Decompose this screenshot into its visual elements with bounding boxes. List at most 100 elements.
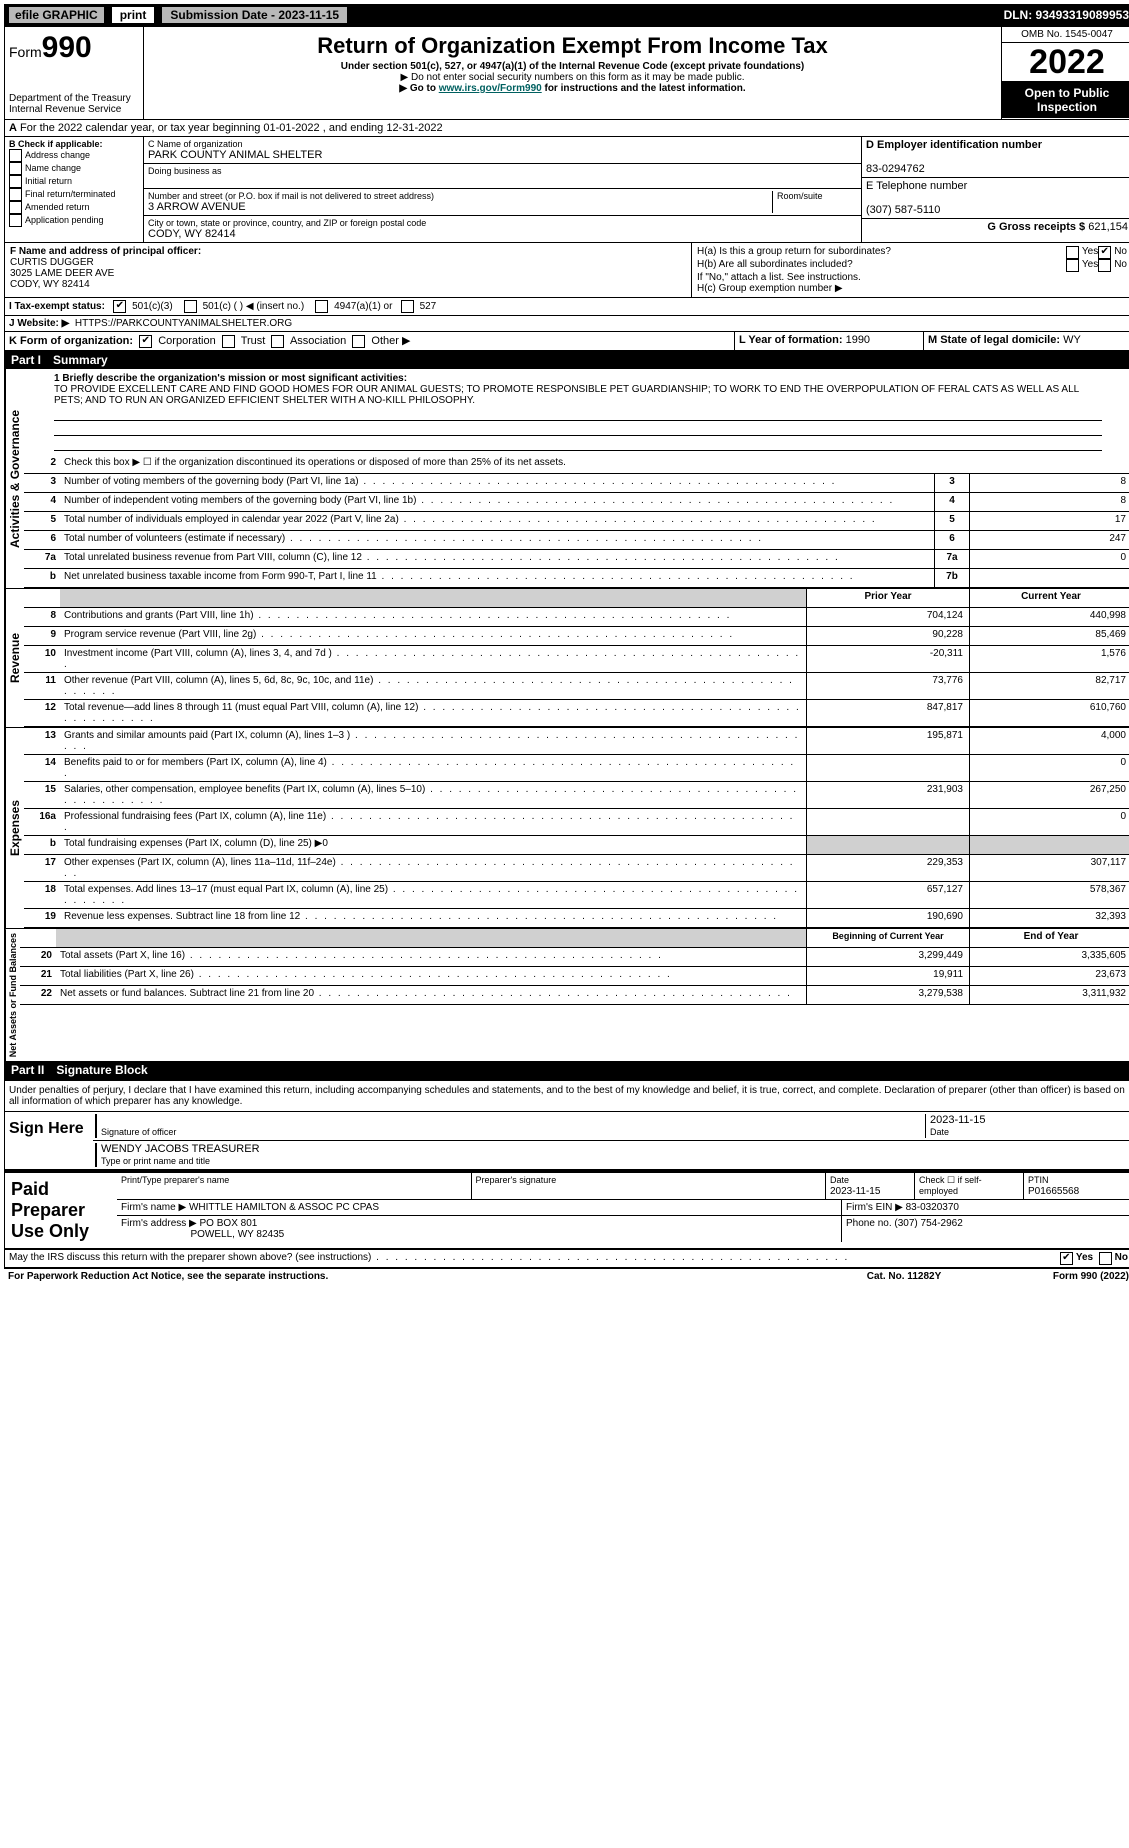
opt-other: Other ▶ (371, 335, 410, 347)
ha-yes[interactable] (1066, 246, 1079, 259)
firm-label: Firm's name ▶ (121, 1202, 186, 1213)
p18: 657,127 (806, 882, 969, 908)
val7b (969, 569, 1129, 587)
sign-here-label: Sign Here (5, 1112, 93, 1169)
hb-no[interactable] (1098, 259, 1111, 272)
website-value: HTTPS://PARKCOUNTYANIMALSHELTER.ORG (75, 318, 292, 329)
chk-501c3[interactable] (113, 300, 126, 313)
form-footer-year: (2022) (1097, 1271, 1129, 1282)
val5: 17 (969, 512, 1129, 530)
line11: Other revenue (Part VIII, column (A), li… (64, 675, 373, 686)
line14: Benefits paid to or for members (Part IX… (64, 757, 327, 768)
hc-label: H(c) Group exemption number ▶ (697, 283, 1127, 294)
part2-title: Signature Block (56, 1063, 147, 1077)
chk-final[interactable] (9, 188, 22, 201)
prep-sig-hdr: Preparer's signature (476, 1175, 557, 1185)
mission-label: 1 Briefly describe the organization's mi… (54, 373, 407, 384)
c17: 307,117 (969, 855, 1129, 881)
tax-year: 2022 (1002, 43, 1129, 82)
line16a: Professional fundraising fees (Part IX, … (64, 811, 326, 822)
efile-badge: efile GRAPHIC (8, 6, 105, 24)
submission-date: Submission Date - 2023-11-15 (161, 6, 348, 24)
discuss-yes[interactable] (1060, 1252, 1073, 1265)
c11: 82,717 (969, 673, 1129, 699)
line9: Program service revenue (Part VIII, line… (64, 629, 256, 640)
hb-yes[interactable] (1066, 259, 1079, 272)
chk-name[interactable] (9, 162, 22, 175)
chk-trust[interactable] (222, 335, 235, 348)
city-value: CODY, WY 82414 (148, 228, 857, 240)
pra-notice: For Paperwork Reduction Act Notice, see … (8, 1271, 829, 1282)
c18: 578,367 (969, 882, 1129, 908)
chk-527[interactable] (401, 300, 414, 313)
officer-name: CURTIS DUGGER (10, 257, 94, 268)
c20: 3,335,605 (969, 948, 1129, 966)
discuss-q: May the IRS discuss this return with the… (9, 1252, 371, 1263)
box-c: C Name of organization PARK COUNTY ANIMA… (144, 137, 861, 242)
box-b: B Check if applicable: Address change Na… (5, 137, 144, 242)
chk-501c[interactable] (184, 300, 197, 313)
website-label: J Website: ▶ (9, 318, 69, 329)
chk-address[interactable] (9, 149, 22, 162)
discuss-no[interactable] (1099, 1252, 1112, 1265)
c14: 0 (969, 755, 1129, 781)
side-expenses: Expenses (5, 728, 24, 928)
dln-number: DLN: 93493319089953 (1004, 8, 1129, 22)
opt-4947: 4947(a)(1) or (334, 301, 392, 312)
lbl-final: Final return/terminated (25, 189, 116, 199)
goto-post: for instructions and the latest informat… (542, 83, 746, 94)
side-governance: Activities & Governance (5, 369, 24, 588)
p10: -20,311 (806, 646, 969, 672)
discuss-yes-lbl: Yes (1076, 1252, 1093, 1265)
lbl-address: Address change (25, 150, 90, 160)
chk-assoc[interactable] (271, 335, 284, 348)
line2: Check this box ▶ ☐ if the organization d… (60, 455, 1129, 473)
ha-no[interactable] (1098, 246, 1111, 259)
irs-link[interactable]: www.irs.gov/Form990 (439, 83, 542, 94)
p22: 3,279,538 (806, 986, 969, 1004)
c22: 3,311,932 (969, 986, 1129, 1004)
p14 (806, 755, 969, 781)
domicile: WY (1063, 334, 1081, 346)
box-deg: D Employer identification number 83-0294… (861, 137, 1129, 242)
firm-phone-label: Phone no. (846, 1218, 892, 1229)
org-name-label: C Name of organization (148, 139, 857, 149)
room-label: Room/suite (772, 191, 857, 213)
firm-ein: 83-0320370 (906, 1202, 959, 1213)
hdr-begin: Beginning of Current Year (806, 929, 969, 947)
chk-4947[interactable] (315, 300, 328, 313)
c12: 610,760 (969, 700, 1129, 726)
efile-topbar: efile GRAPHIC print Submission Date - 20… (4, 4, 1129, 26)
print-button[interactable]: print (111, 6, 156, 24)
chk-pending[interactable] (9, 214, 22, 227)
paid-label: Paid Preparer Use Only (5, 1173, 117, 1248)
line4: Number of independent voting members of … (64, 495, 416, 506)
netassets-block: Net Assets or Fund Balances Beginning of… (5, 928, 1129, 1061)
opt-corp: Corporation (158, 335, 215, 347)
line12: Total revenue—add lines 8 through 11 (mu… (64, 702, 418, 713)
chk-other[interactable] (352, 335, 365, 348)
period-text: For the 2022 calendar year, or tax year … (20, 122, 443, 134)
prep-date-hdr: Date (830, 1175, 849, 1185)
chk-amended[interactable] (9, 201, 22, 214)
val7a: 0 (969, 550, 1129, 568)
line22: Net assets or fund balances. Subtract li… (60, 988, 314, 999)
p20: 3,299,449 (806, 948, 969, 966)
penalties-text: Under penalties of perjury, I declare th… (9, 1085, 1125, 1107)
year-formation: 1990 (846, 334, 870, 346)
form-990: Form990 Department of the Treasury Inter… (4, 26, 1129, 1269)
p12: 847,817 (806, 700, 969, 726)
ptin-val: P01665568 (1028, 1186, 1079, 1197)
line20: Total assets (Part X, line 16) (60, 950, 185, 961)
form-footer-label: Form (1053, 1271, 1081, 1282)
line10: Investment income (Part VIII, column (A)… (64, 648, 332, 659)
form-org-label: K Form of organization: (9, 335, 133, 347)
hb-yes-lbl: Yes (1082, 259, 1098, 272)
officer-addr2: CODY, WY 82414 (10, 279, 90, 290)
form-990-label: 990 (42, 31, 92, 64)
chk-initial[interactable] (9, 175, 22, 188)
c16a: 0 (969, 809, 1129, 835)
chk-corp[interactable] (139, 335, 152, 348)
box-klm: K Form of organization: Corporation Trus… (5, 332, 1129, 351)
form-subtitle: Under section 501(c), 527, or 4947(a)(1)… (148, 61, 997, 72)
